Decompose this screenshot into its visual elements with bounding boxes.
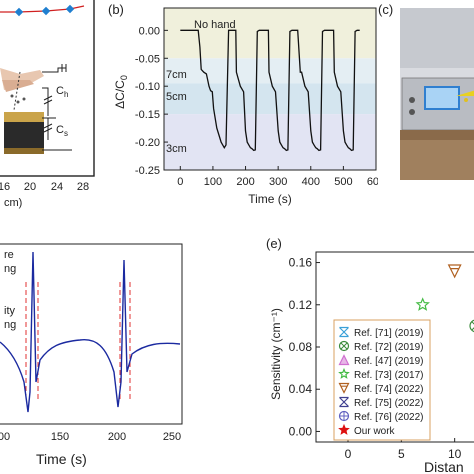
- panel-e-chart: (e) 0.00 0.04 0.08 0.12 0.16 0 5 10 Ref. [71] …: [266, 236, 474, 474]
- panel-b-x-label: Time (s): [248, 192, 292, 206]
- panel-b-y-tick-label: -0.20: [135, 137, 160, 149]
- circuit-label-ch: Ch: [56, 85, 68, 99]
- panel-e-y-tick-label: 0.00: [289, 424, 313, 438]
- panel-b-band-1: [164, 8, 376, 59]
- panel-b-x-tick-label: 300: [269, 176, 287, 188]
- circuit-diagram: [42, 64, 72, 151]
- legend-label-3: Ref. [47] (2019): [354, 356, 423, 367]
- panel-b-y-tick-label: 0.00: [139, 25, 160, 37]
- panel-d-x-label: Time (s): [36, 451, 87, 467]
- panel-d-dashed-lines: [25, 282, 131, 402]
- panel-b-y-tick-label: -0.15: [135, 109, 160, 121]
- panel-a-x-tick-16: 16: [0, 181, 10, 193]
- panel-b-band-4: [164, 114, 376, 170]
- panel-d-frame: [0, 243, 183, 425]
- panel-e-label: (e): [266, 236, 282, 251]
- panel-a-x-tick-28: 28: [77, 181, 89, 193]
- panel-e-x-tick-label: 5: [398, 447, 405, 461]
- legend-label-2: Ref. [72] (2019): [354, 342, 423, 353]
- panel-e-legend-box: [333, 319, 431, 441]
- panel-b-x-tick-label: 500: [334, 176, 352, 188]
- panel-d-x-tick-00: 00: [0, 431, 10, 443]
- panel-e-y-tick-label: 0.08: [289, 340, 313, 354]
- panel-a-x-ticks: 16 20 24 28: [0, 181, 89, 193]
- panel-b-x-tick-label: 400: [302, 176, 320, 188]
- panel-a-x-tick-20: 20: [24, 181, 36, 193]
- panel-e-y-tick-label: 0.04: [289, 382, 313, 396]
- panel-b-band-3: [164, 83, 376, 115]
- panel-b-annotation-no-hand: No hand: [194, 19, 236, 31]
- panel-d-x-tick-150: 150: [51, 431, 69, 443]
- legend-label-6: Ref. [75] (2022): [354, 398, 423, 409]
- hand-image: [0, 68, 44, 111]
- panel-d-chart: re ng ity ng 00 150 200 250 Time (s): [0, 243, 183, 467]
- panel-b-x-tick-label: 600: [367, 176, 378, 188]
- panel-c-photo: (c): [378, 2, 474, 180]
- panel-d-fragment-ity: ity: [4, 305, 16, 317]
- panel-d-fragment-ng-1: ng: [4, 263, 16, 275]
- panel-a-x-tick-24: 24: [51, 181, 63, 193]
- legend-marker-4: [338, 367, 350, 379]
- panel-b-annotation-3cm: 3cm: [166, 143, 187, 155]
- legend-label-8: Our work: [354, 426, 396, 437]
- panel-e-y-tick-label: 0.12: [289, 298, 313, 312]
- panel-e-point-1: [415, 297, 430, 311]
- panel-b-chart: (b) 0.00 -0.05 -0.10 -0.15 -0.20 -0.25 0 100 20…: [108, 2, 378, 206]
- legend-label-1: Ref. [71] (2019): [354, 328, 423, 339]
- panel-e-x-label: Distan: [424, 459, 464, 474]
- sensor-stack: [4, 112, 44, 154]
- panel-e-x-tick-label: 10: [448, 447, 462, 461]
- panel-d-fragment-re: re: [4, 249, 14, 261]
- panel-e-point-3: [469, 319, 474, 333]
- panel-b-x-tick-label: 100: [204, 176, 222, 188]
- legend-marker-8: [338, 423, 350, 435]
- panel-b-frame: [163, 7, 377, 171]
- legend-marker-2: [338, 340, 350, 352]
- panel-e-x-tick-label: 0: [345, 447, 352, 461]
- legend-label-4: Ref. [73] (2017): [354, 370, 423, 381]
- panel-b-x-tick-label: 200: [236, 176, 254, 188]
- panel-d-x-ticks: 00 150 200 250: [0, 431, 181, 443]
- panel-b-annotation-5cm: 5cm: [166, 91, 187, 103]
- legend-marker-1: [339, 326, 349, 338]
- panel-b-y-tick-label: -0.05: [135, 53, 160, 65]
- panel-e-point-2: [447, 264, 462, 279]
- panel-b-x-tick-label: 0: [177, 176, 183, 188]
- panel-d-x-tick-200: 200: [108, 431, 126, 443]
- panel-d-fragment-ng-2: ng: [4, 319, 16, 331]
- panel-a-frame: [0, 0, 95, 177]
- legend-label-7: Ref. [76] (2022): [354, 412, 423, 423]
- panel-b-y-tick-label: -0.10: [135, 81, 160, 93]
- panel-b-series-line: [180, 29, 360, 152]
- panel-c-label: (c): [378, 2, 393, 17]
- legend-marker-6: [339, 396, 349, 408]
- panel-d-text-fragments: re ng ity ng: [4, 249, 16, 331]
- panel-a-markers: [14, 4, 75, 17]
- panel-b-y-tick-label: -0.25: [135, 165, 160, 177]
- legend-label-5: Ref. [74] (2022): [354, 384, 423, 395]
- legend-marker-7-plus: [339, 411, 349, 421]
- panel-b-band-2: [164, 58, 376, 84]
- legend-marker-2-cross: [340, 342, 348, 350]
- panel-b-label: (b): [108, 2, 124, 17]
- panel-b-y-label: ΔC/C0: [113, 75, 129, 109]
- panel-a-x-label: cm): [4, 197, 22, 209]
- circuit-label-cs: Cs: [56, 124, 68, 138]
- legend-marker-3: [338, 354, 350, 366]
- panel-b-annotation-7cm: 7cm: [166, 69, 187, 81]
- panel-e-y-tick-label: 0.16: [289, 256, 313, 270]
- legend-marker-5: [338, 382, 350, 394]
- panel-d-x-tick-250: 250: [163, 431, 181, 443]
- panel-e-y-label: Sensitivity (cm⁻¹): [269, 308, 283, 400]
- panel-d-trace: [0, 251, 181, 413]
- panel-a: Ch Cs 16 20 24 28 cm): [0, 0, 95, 209]
- panel-e-point-3-cross: [471, 321, 474, 331]
